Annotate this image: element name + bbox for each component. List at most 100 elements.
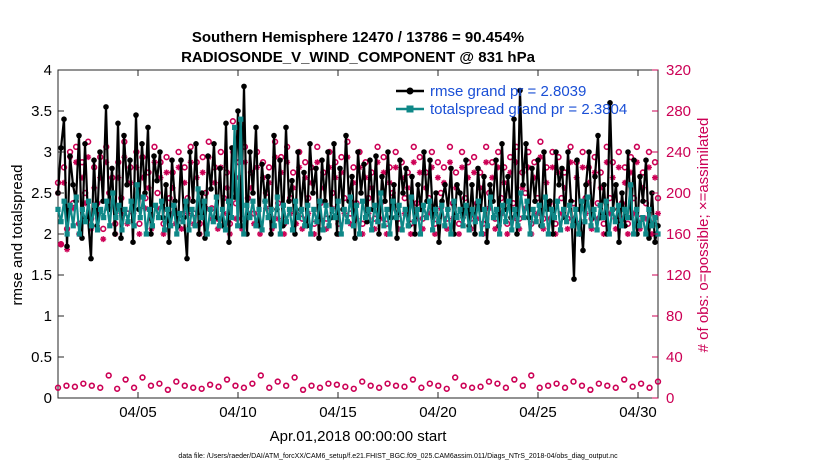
totalspread-point [466, 227, 472, 233]
rmse-point [199, 190, 205, 196]
rmse-point [319, 157, 325, 163]
obs-assimilated-marker [199, 169, 206, 176]
rmse-point [91, 157, 97, 163]
totalspread-point [548, 206, 555, 212]
obs-possible-marker [418, 384, 425, 391]
totalspread-point [515, 223, 521, 229]
rmse-point [139, 141, 145, 147]
totalspread-point [292, 198, 299, 204]
totalspread-point [554, 198, 561, 204]
totalspread-point [174, 231, 180, 237]
totalspread-point [192, 223, 198, 229]
totalspread-point [652, 215, 658, 221]
totalspread-point [168, 223, 174, 229]
totalspread-point [58, 219, 64, 225]
obs-possible-marker [130, 384, 138, 391]
rmse-point [454, 182, 460, 188]
rmse-point [208, 186, 214, 192]
obs-possible-marker [359, 378, 366, 385]
totalspread-point [551, 215, 558, 221]
totalspread-point [393, 215, 399, 221]
obs-possible-marker [175, 148, 182, 156]
rmse-point [286, 198, 292, 204]
totalspread-point [222, 227, 229, 233]
obs-possible-marker [151, 143, 158, 151]
obs-assimilated-stroke [136, 231, 143, 237]
y-tick-label: 3.5 [31, 103, 52, 120]
totalspread-point [113, 215, 119, 221]
rmse-point [283, 124, 289, 131]
totalspread-point [296, 215, 302, 221]
totalspread-point [637, 223, 643, 229]
obs-possible-marker [100, 225, 107, 233]
totalspread-point [134, 182, 140, 188]
totalspread-point [198, 215, 204, 221]
obs-assimilated-stroke [393, 164, 399, 170]
obs-possible-marker [494, 380, 501, 387]
obs-assimilated-stroke [580, 164, 586, 170]
totalspread-point [189, 206, 195, 212]
obs-assimilated-stroke [489, 175, 495, 181]
obs-assimilated-stroke [432, 231, 438, 237]
totalspread-point [152, 202, 159, 208]
totalspread-point [104, 198, 110, 204]
rmse-point [376, 231, 382, 237]
rmse-point [109, 165, 115, 172]
obs-possible-marker [71, 383, 79, 390]
rmse-point [427, 157, 433, 163]
y-axis-label: rmse and totalspread [9, 165, 26, 306]
obs-possible-marker [426, 380, 434, 387]
footnote: data file: /Users/raeder/DAI/ATM_forcXX/… [178, 453, 618, 460]
totalspread-point [165, 206, 171, 212]
obs-possible-marker [215, 383, 222, 390]
totalspread-point [603, 198, 609, 204]
obs-possible-marker [579, 148, 586, 156]
obs-possible-marker [164, 386, 172, 393]
totalspread-point [509, 227, 515, 233]
rmse-point [334, 231, 340, 237]
rmse-point [568, 198, 574, 204]
rmse-point [532, 198, 538, 204]
rmse-point [448, 165, 454, 172]
rmse-point [373, 153, 379, 159]
rmse-point [607, 100, 613, 106]
obs-assimilated-stroke [58, 241, 64, 247]
obs-possible-marker [350, 164, 357, 171]
totalspread-point [238, 116, 244, 122]
rmse-point [409, 173, 415, 180]
obs-possible-marker [308, 382, 315, 389]
y-tick-label: 1.5 [31, 267, 52, 284]
rmse-point [154, 177, 160, 184]
obs-assimilated-stroke [504, 231, 510, 237]
obs-possible-marker [282, 382, 290, 389]
rmse-point [505, 173, 511, 180]
totalspread-point [536, 202, 542, 208]
totalspread-point [582, 219, 588, 225]
rmse-point [442, 182, 448, 188]
rmse-point [295, 149, 301, 155]
totalspread-point [448, 231, 454, 237]
totalspread-point [411, 219, 417, 225]
obs-possible-marker [302, 159, 309, 166]
obs-possible-marker [181, 382, 188, 389]
totalspread-point [302, 223, 308, 229]
totalspread-point [125, 219, 131, 225]
obs-assimilated-marker [100, 236, 107, 243]
rmse-point [625, 149, 631, 155]
rmse-point [118, 235, 124, 241]
totalspread-point [631, 231, 637, 237]
y2-tick-label: 200 [666, 185, 691, 202]
totalspread-point [423, 215, 430, 221]
obs-possible-marker [511, 376, 518, 383]
totalspread-point [576, 231, 582, 237]
rmse-point [436, 239, 442, 245]
totalspread-point [375, 219, 381, 225]
obs-assimilated-stroke [447, 159, 453, 165]
rmse-point [76, 132, 82, 139]
rmse-point [631, 157, 637, 163]
obs-assimilated-stroke [652, 175, 658, 181]
totalspread-point [305, 202, 311, 208]
totalspread-point [289, 227, 296, 233]
y2-tick-label: 40 [666, 349, 683, 366]
totalspread-point [335, 198, 341, 204]
